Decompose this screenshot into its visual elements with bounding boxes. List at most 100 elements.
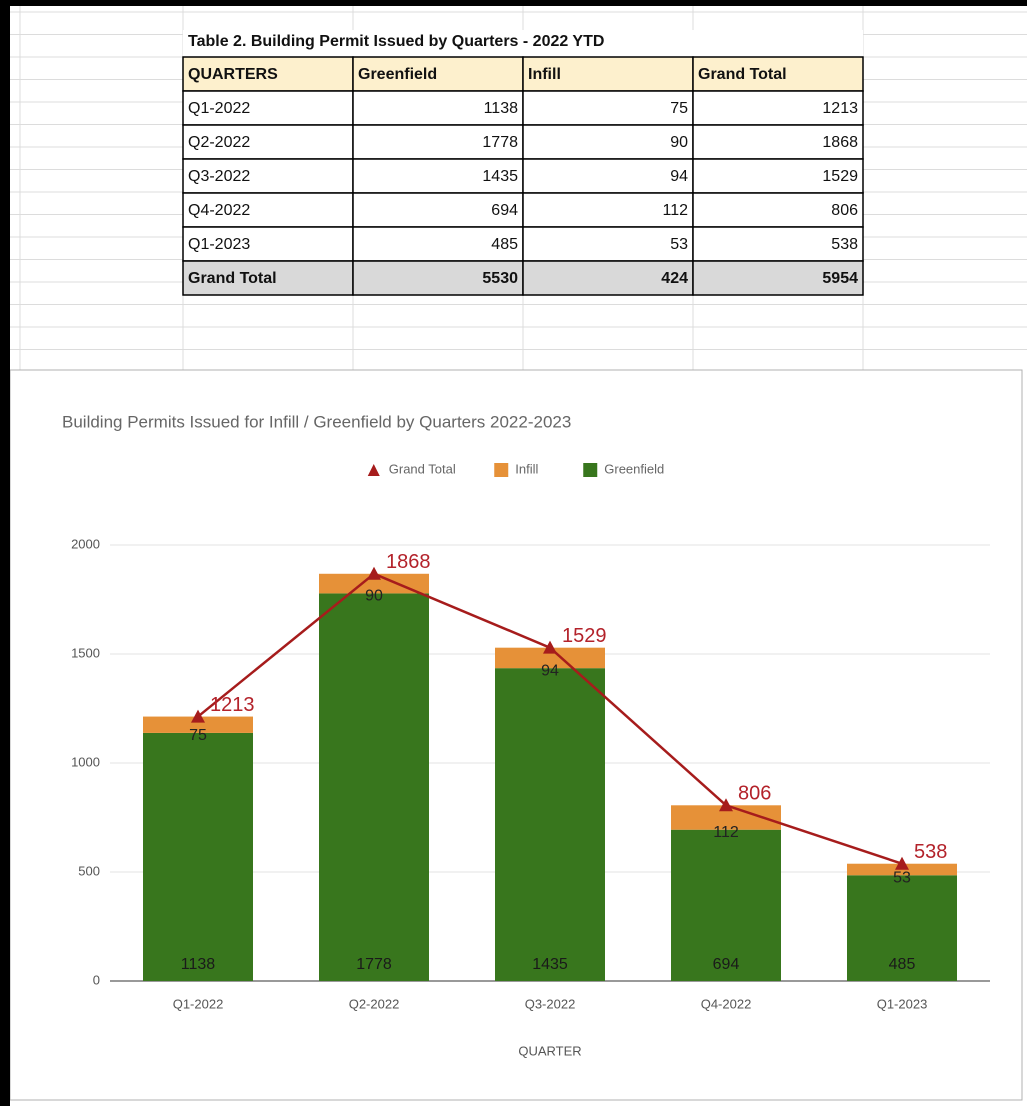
- legend-marker: [494, 463, 509, 477]
- window-edge: [0, 0, 10, 1106]
- legend-label: Grand Total: [389, 461, 456, 476]
- data-label: 806: [738, 783, 771, 805]
- data-label: 75: [189, 727, 207, 744]
- legend-label: Infill: [515, 461, 538, 476]
- x-axis-title: QUARTER: [518, 1043, 581, 1058]
- table-cell: [692, 56, 864, 92]
- table-cell: [692, 226, 864, 262]
- x-tick-label: Q1-2022: [173, 996, 224, 1011]
- table-cell-text: 90: [670, 134, 688, 151]
- x-tick-label: Q3-2022: [525, 996, 576, 1011]
- table-cell-text: 1868: [822, 134, 858, 151]
- line-marker: [367, 566, 381, 580]
- table-cell: [352, 90, 524, 126]
- table-cell-text: 485: [491, 236, 518, 253]
- bar-segment: [671, 829, 781, 981]
- table-cell: [182, 158, 354, 194]
- table-cell-text: QUARTERS: [188, 66, 278, 83]
- data-label: 112: [713, 824, 739, 841]
- data-label: 1435: [532, 956, 568, 973]
- table-cell-text: 424: [661, 270, 688, 287]
- bar-segment: [847, 875, 957, 981]
- window-edge: [0, 0, 1027, 6]
- bar-segment: [143, 716, 253, 733]
- table-cell: [692, 260, 864, 296]
- table-cell: [352, 158, 524, 194]
- table-cell-text: 1435: [482, 168, 518, 185]
- table-cell-text: Q3-2022: [188, 168, 250, 185]
- data-label: 694: [713, 956, 740, 973]
- bar-segment: [319, 593, 429, 981]
- table-cell-text: Grand Total: [698, 66, 787, 83]
- legend-label: Greenfield: [604, 461, 664, 476]
- data-label: 53: [893, 869, 911, 886]
- data-label: 1213: [210, 694, 255, 716]
- data-label: 94: [541, 662, 559, 679]
- x-tick-label: Q1-2023: [877, 996, 928, 1011]
- table-cell-text: Q2-2022: [188, 134, 250, 151]
- data-label: 90: [365, 588, 383, 605]
- data-label: 1868: [386, 551, 431, 573]
- table-cell: [522, 124, 694, 160]
- bar-segment: [319, 573, 429, 594]
- table-cell: [522, 260, 694, 296]
- y-tick-label: 1000: [71, 754, 100, 769]
- table-cell-text: 94: [670, 168, 688, 185]
- table-cell-text: Q1-2023: [188, 236, 250, 253]
- line-marker: [719, 798, 733, 812]
- table-cell-text: Q4-2022: [188, 202, 250, 219]
- table-cell: [182, 260, 354, 296]
- data-label: 1138: [181, 956, 216, 973]
- table-cell-text: 112: [662, 202, 688, 219]
- table-cell: [522, 226, 694, 262]
- table-cell: [352, 226, 524, 262]
- table-title-cell: [183, 30, 863, 56]
- line-marker: [895, 856, 909, 870]
- table-cell-text: 5530: [482, 270, 518, 287]
- table-cell: [352, 192, 524, 228]
- table-cell-text: 1213: [822, 100, 858, 117]
- table-cell: [692, 192, 864, 228]
- table-cell-text: 1778: [482, 134, 518, 151]
- line-marker: [191, 709, 205, 723]
- legend-marker: [367, 464, 380, 476]
- table-cell-text: 806: [831, 202, 858, 219]
- table-cell-text: 1529: [822, 168, 858, 185]
- line-marker: [543, 640, 557, 654]
- legend-marker: [583, 463, 598, 477]
- table-cell: [352, 56, 524, 92]
- table-cell-text: 75: [670, 100, 688, 117]
- table-cell-text: Q1-2022: [188, 100, 250, 117]
- data-label: 538: [914, 841, 947, 863]
- table-cell: [352, 124, 524, 160]
- x-tick-label: Q2-2022: [349, 996, 400, 1011]
- table-cell: [182, 90, 354, 126]
- table-cell: [182, 192, 354, 228]
- bar-segment: [143, 732, 253, 981]
- bar-segment: [495, 647, 605, 669]
- table-cell-text: 5954: [822, 270, 858, 287]
- y-tick-label: 1500: [71, 645, 100, 660]
- table-cell: [692, 158, 864, 194]
- table-cell-text: Greenfield: [358, 66, 437, 83]
- table-cell: [522, 90, 694, 126]
- table-cell-text: Infill: [528, 66, 561, 83]
- y-tick-label: 0: [93, 972, 100, 987]
- chart-title: Building Permits Issued for Infill / Gre…: [62, 412, 571, 431]
- table-cell-text: 1138: [484, 100, 519, 117]
- table-cell-text: 694: [491, 202, 518, 219]
- table-title: Table 2. Building Permit Issued by Quart…: [188, 33, 604, 50]
- table-cell-text: 538: [831, 236, 858, 253]
- table-cell: [522, 56, 694, 92]
- y-tick-label: 2000: [71, 536, 100, 551]
- table-cell: [182, 124, 354, 160]
- x-tick-label: Q4-2022: [701, 996, 752, 1011]
- table-cell: [522, 158, 694, 194]
- data-label: 485: [889, 956, 916, 973]
- bar-segment: [495, 668, 605, 981]
- y-tick-label: 500: [78, 863, 100, 878]
- table-cell-text: Grand Total: [188, 270, 277, 287]
- data-label: 1778: [356, 956, 392, 973]
